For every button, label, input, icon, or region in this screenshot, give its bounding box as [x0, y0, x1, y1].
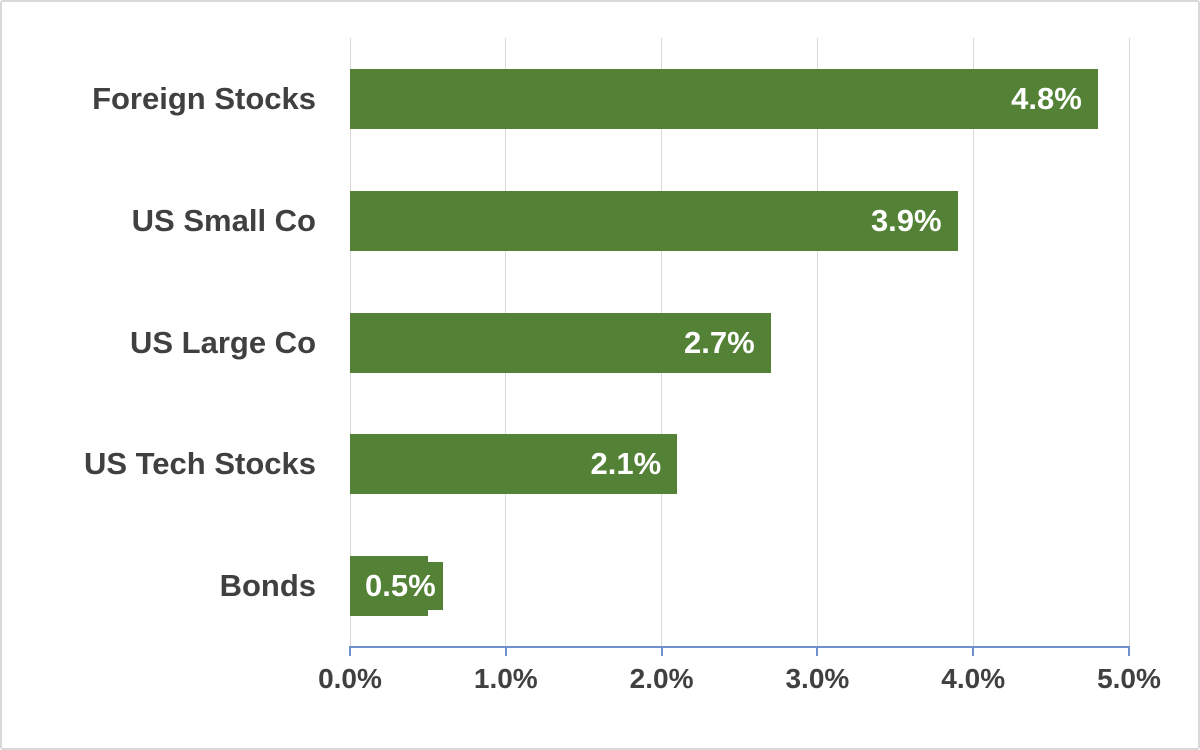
x-axis-tick	[504, 647, 507, 656]
category-label: Bonds	[219, 568, 316, 604]
x-axis-tick-label: 5.0%	[1097, 663, 1161, 694]
bar: 2.1%	[350, 434, 678, 495]
gridline	[1128, 38, 1130, 647]
bar: 4.8%	[350, 68, 1098, 129]
bar-value-label: 2.7%	[683, 324, 755, 360]
bar: 2.7%	[350, 312, 771, 373]
x-axis-tick-label: 2.0%	[629, 663, 694, 694]
x-axis-tick-label: 4.0%	[941, 663, 1006, 694]
gridline	[816, 38, 818, 647]
bar-value-label: 4.8%	[1011, 80, 1082, 116]
category-label: US Small Co	[131, 202, 316, 238]
category-label: Foreign Stocks	[92, 80, 316, 116]
x-axis-tick	[349, 647, 351, 656]
x-axis-tick-label: 1.0%	[473, 663, 538, 694]
x-axis-tick	[972, 647, 975, 656]
bar-value-label: 3.9%	[870, 202, 942, 238]
bar: 3.9%	[350, 190, 958, 251]
category-label: US Tech Stocks	[83, 446, 316, 482]
x-axis-tick	[1128, 647, 1130, 656]
x-axis-tick-label: 0.0%	[318, 663, 382, 694]
x-axis-tick	[660, 647, 663, 656]
bar-value-label: 2.1%	[590, 446, 662, 482]
category-label: US Large Co	[129, 324, 316, 360]
bar-value-label: 0.5%	[358, 562, 443, 611]
gridline	[972, 38, 974, 647]
x-axis-tick-label: 3.0%	[785, 663, 850, 694]
x-axis-tick	[816, 647, 819, 656]
x-axis-line	[349, 646, 1130, 648]
